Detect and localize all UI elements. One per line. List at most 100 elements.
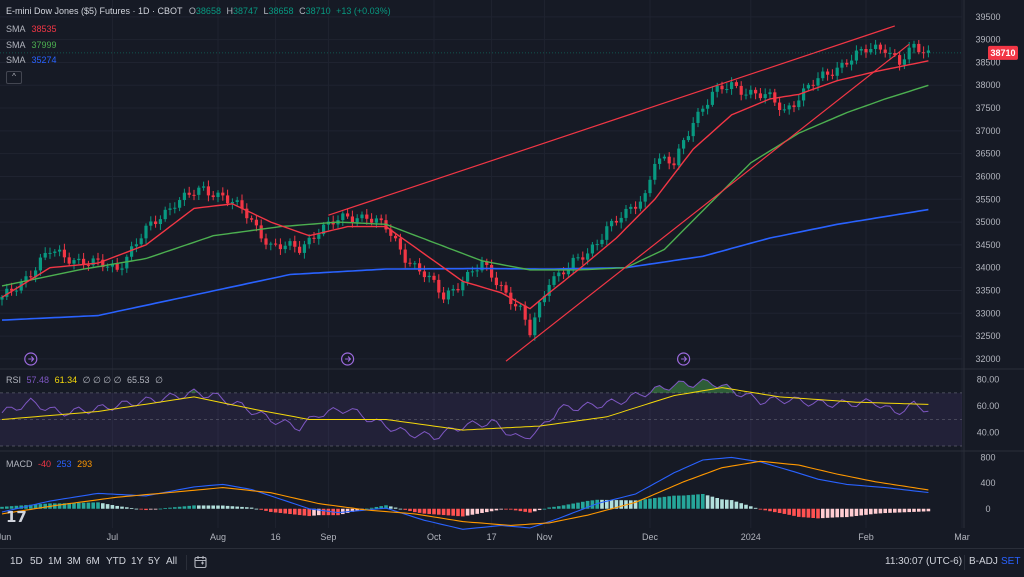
symbol-legend: E-mini Dow Jones ($5) Futures · 1D · CBO…: [6, 6, 391, 16]
sma-legend-3[interactable]: SMA 35274: [6, 55, 57, 65]
candle-body: [782, 109, 786, 111]
candle-body: [730, 82, 734, 90]
macd-hist-bar: [561, 505, 566, 509]
tradingview-logo[interactable]: 17: [6, 508, 27, 526]
sma-200-line: [1, 208, 929, 321]
candle-body: [29, 276, 33, 278]
candle-body: [451, 288, 455, 291]
candle-body: [490, 264, 494, 278]
candle-body: [456, 288, 460, 291]
macd-hist-bar: [72, 502, 76, 509]
macd-hist-bar: [854, 508, 859, 516]
candle-body: [590, 244, 594, 254]
price-tick-label: 36000: [975, 171, 1000, 181]
macd-hist-bar: [739, 503, 743, 509]
low-label: L: [263, 6, 269, 16]
timeframe-1y[interactable]: 1Y: [131, 556, 144, 567]
candle-body: [677, 148, 681, 166]
macd-hist-bar: [86, 502, 91, 509]
collapse-legend-button[interactable]: ^: [6, 71, 22, 84]
macd-hist-bar: [230, 506, 235, 509]
candle-body: [437, 279, 441, 293]
timeframe-6m[interactable]: 6M: [86, 556, 100, 567]
macd-hist-bar: [62, 503, 67, 509]
macd-hist-bar: [801, 508, 806, 518]
macd-hist-bar: [777, 508, 782, 514]
back-adjust-toggle[interactable]: B-ADJ: [969, 556, 998, 567]
candle-body: [845, 62, 849, 65]
candle-body: [206, 186, 210, 196]
rsi-legend[interactable]: RSI 57.48 61.34 ∅ ∅ ∅ ∅ 65.53 ∅: [6, 375, 163, 386]
event-marker-arrow: [345, 356, 352, 362]
macd-hist-bar: [648, 498, 652, 509]
candle-body: [744, 94, 748, 96]
rsi-tick-label: 60.00: [977, 401, 1000, 411]
macd-hist-bar: [657, 497, 662, 509]
candle-body: [629, 206, 633, 209]
candle-body: [922, 52, 926, 54]
macd-hist-bar: [211, 505, 215, 509]
candle-body: [682, 140, 686, 149]
macd-hist-bar: [446, 508, 451, 516]
timeframe-5d[interactable]: 5D: [30, 556, 43, 567]
macd-hist-bar: [29, 504, 33, 509]
macd-hist-bar: [499, 508, 503, 510]
price-tick-label: 36500: [975, 149, 1000, 159]
candle-body: [667, 156, 671, 164]
macd-hist-bar: [653, 498, 657, 509]
macd-hist-bar: [182, 506, 187, 509]
candle-body: [62, 249, 66, 258]
sma-legend-2[interactable]: SMA 37999: [6, 40, 57, 50]
macd-hist-bar: [77, 502, 81, 509]
macd-hist-bar: [609, 500, 614, 509]
macd-hist-bar: [125, 507, 129, 509]
sma-label: SMA: [6, 40, 26, 50]
macd-hist-bar: [691, 494, 695, 509]
macd-legend[interactable]: MACD -40 253 293: [6, 459, 92, 469]
macd-hist-bar: [403, 508, 407, 510]
rsi-ma-value: 61.34: [54, 375, 78, 385]
candle-body: [902, 59, 906, 65]
sma-legend-1[interactable]: SMA 38535: [6, 24, 57, 34]
session-toggle[interactable]: SET: [1001, 556, 1021, 567]
timeframe-3m[interactable]: 3M: [67, 556, 81, 567]
candle-body: [422, 271, 426, 278]
candle-body: [115, 263, 119, 270]
macd-line-value: 253: [56, 459, 72, 469]
toolbar-divider: [964, 555, 965, 570]
candle-body: [778, 102, 782, 110]
event-marker-arrow: [28, 356, 35, 362]
time-tick-label: Mar: [954, 532, 970, 542]
macd-hist-bar: [888, 508, 892, 513]
timeframe-ytd[interactable]: YTD: [106, 556, 126, 567]
timeframe-1d[interactable]: 1D: [10, 556, 23, 567]
candle-body: [91, 258, 95, 266]
candle-body: [346, 213, 350, 217]
macd-hist-bar: [365, 508, 369, 510]
macd-hist-bar: [581, 501, 585, 509]
trendline: [328, 25, 895, 216]
candle-body: [58, 249, 62, 252]
macd-hist-bar: [293, 508, 297, 515]
candle-body: [595, 244, 599, 246]
macd-hist-bar: [91, 502, 95, 509]
price-tick-label: 35500: [975, 194, 1000, 204]
macd-hist-bar: [288, 508, 292, 515]
macd-hist-bar: [456, 508, 460, 517]
macd-hist-bar: [787, 508, 791, 515]
time-tick-label: 16: [271, 532, 281, 542]
candle-body: [442, 292, 446, 300]
candle-body: [552, 276, 556, 285]
candle-body: [787, 105, 791, 110]
timeframe-all[interactable]: All: [166, 556, 178, 567]
timeframe-1m[interactable]: 1M: [48, 556, 62, 567]
candle-body: [605, 226, 609, 240]
macd-hist-bar: [297, 508, 302, 516]
calendar-icon[interactable]: [194, 555, 207, 569]
candle-body: [878, 44, 882, 50]
price-tick-label: 33500: [975, 285, 1000, 295]
timeframe-5y[interactable]: 5Y: [148, 556, 161, 567]
candle-body: [706, 104, 710, 109]
macd-hist-bar: [14, 505, 19, 509]
